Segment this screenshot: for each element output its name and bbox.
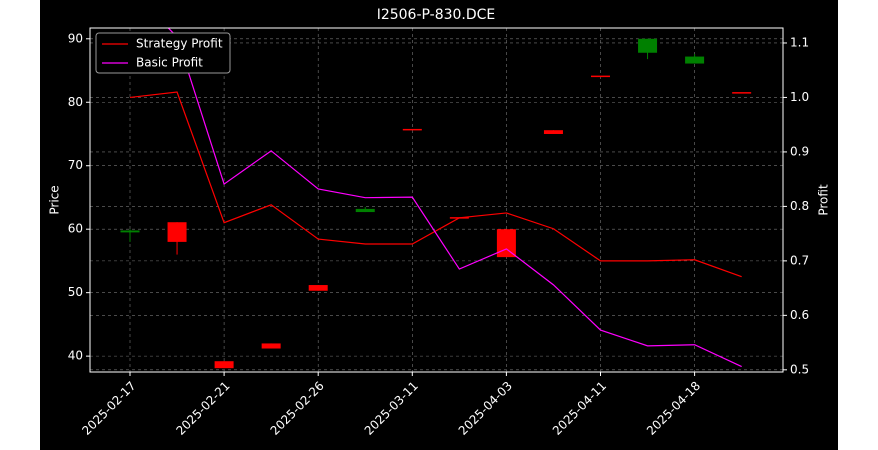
candle-body (732, 92, 752, 94)
candle-body (685, 56, 705, 64)
legend-label: Basic Profit (136, 56, 203, 70)
plot-frame (89, 27, 784, 373)
y2-tick-label: 0.8 (790, 199, 809, 213)
y-tick-label: 90 (68, 31, 83, 45)
profit-line (129, 91, 742, 278)
legend-box (95, 32, 231, 74)
candle-body (638, 38, 658, 53)
y-axis-label: Price (48, 185, 62, 214)
y-tick-label: 50 (68, 285, 83, 299)
y-tick-label: 70 (68, 158, 83, 172)
candle-body (402, 128, 422, 131)
candle-body (120, 230, 140, 233)
candle-body (214, 361, 234, 369)
y-tick-label: 40 (68, 349, 83, 363)
y2-tick-label: 0.5 (790, 362, 809, 376)
y2-tick-label: 1.1 (790, 35, 809, 49)
y2-tick-label: 0.6 (790, 308, 809, 322)
plot-marks (120, 28, 752, 369)
candle-body (308, 285, 328, 291)
y2-axis-label: Profit (817, 184, 831, 216)
profit-line (167, 28, 742, 368)
candle-body (496, 229, 516, 258)
candle-body (591, 75, 610, 78)
chart-title: I2506-P-830.DCE (377, 7, 496, 23)
candle-body (355, 208, 375, 213)
candle-body (261, 343, 281, 349)
candle-body (167, 222, 187, 242)
y-tick-label: 60 (68, 222, 83, 236)
y2-tick-label: 0.7 (790, 253, 809, 267)
candle-body (543, 130, 563, 134)
y2-tick-label: 0.9 (790, 144, 809, 158)
y2-tick-label: 1.0 (790, 90, 809, 104)
y-tick-label: 80 (68, 95, 83, 109)
legend-label: Strategy Profit (136, 37, 223, 51)
